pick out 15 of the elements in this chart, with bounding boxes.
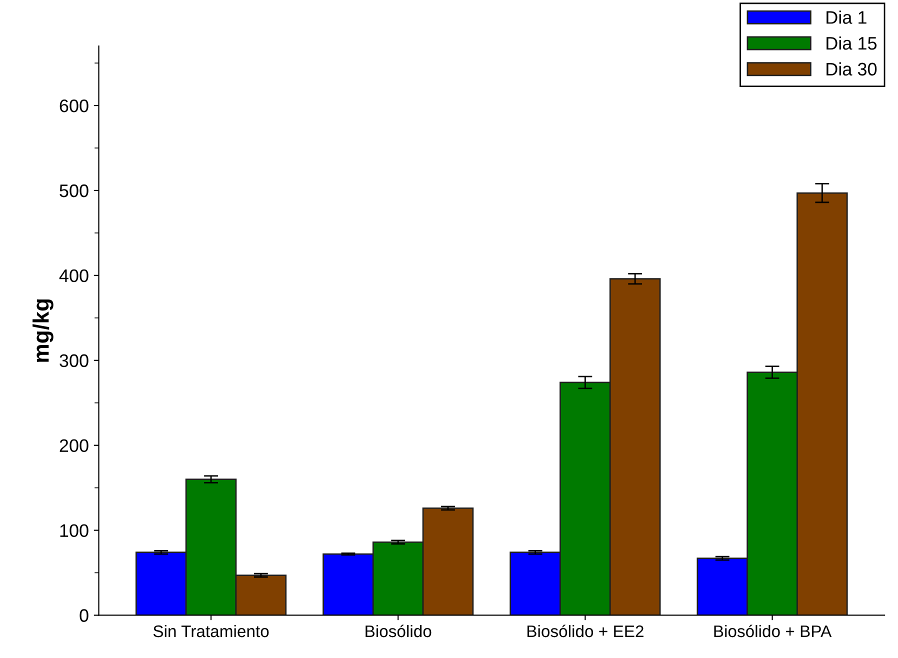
legend-label: Dia 30	[826, 62, 877, 76]
legend-label: Dia 1	[826, 10, 866, 24]
y-tick-label: 400	[59, 269, 88, 282]
x-tick-label: Sin Tratamiento	[153, 624, 269, 638]
legend-label: Dia 15	[826, 36, 877, 50]
y-tick-label: 300	[60, 354, 88, 368]
y-tick-label: 600	[60, 99, 88, 112]
y-tick-label: 200	[60, 439, 88, 452]
y-tick-label: 0	[80, 609, 88, 622]
x-tick-label: Biosólido + BPA	[714, 624, 832, 638]
y-tick-label: 500	[60, 184, 88, 198]
y-tick-label: 100	[60, 524, 88, 537]
y-axis-title: mg/kg	[32, 299, 54, 362]
x-tick-label: Biosólido + EE2	[528, 624, 644, 638]
x-tick-label: Biosólido	[366, 624, 432, 638]
